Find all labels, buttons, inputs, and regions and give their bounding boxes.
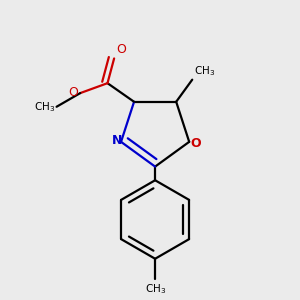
Text: CH$_3$: CH$_3$	[145, 282, 166, 296]
Text: O: O	[69, 85, 79, 99]
Text: O: O	[190, 137, 201, 150]
Text: CH$_3$: CH$_3$	[34, 100, 55, 114]
Text: CH$_3$: CH$_3$	[194, 64, 215, 78]
Text: N: N	[112, 134, 122, 147]
Text: O: O	[116, 43, 126, 56]
